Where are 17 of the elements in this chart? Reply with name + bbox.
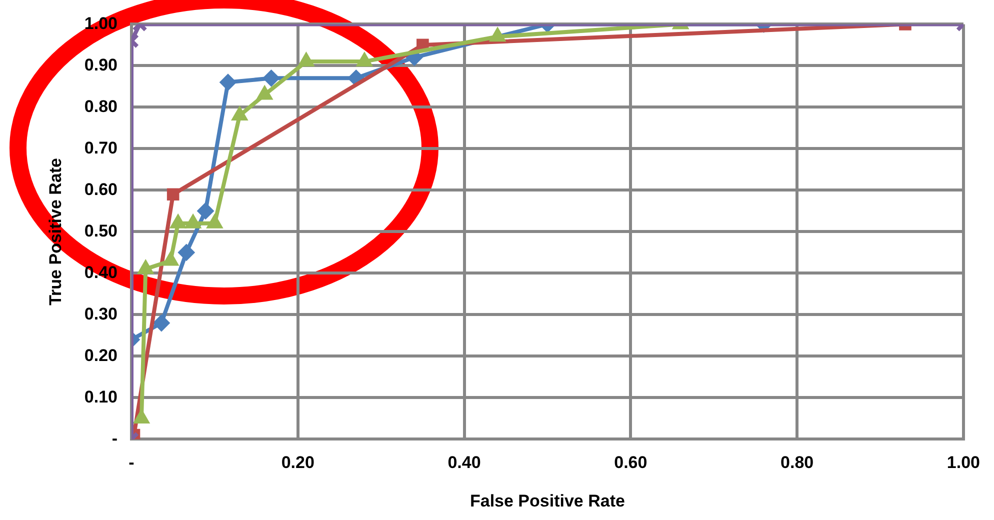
y-tick-label: 0.90 (84, 55, 118, 74)
y-tick-label: 0.60 (84, 180, 118, 199)
y-tick-label: 0.70 (84, 138, 118, 158)
y-tick-label: 0.10 (84, 387, 118, 406)
y-tick-label: 0.80 (84, 96, 118, 116)
x-tick-label: 0.20 (281, 453, 314, 472)
y-tick-label: - (112, 428, 118, 448)
y-tick-label: 0.50 (84, 221, 118, 240)
y-axis-title: True Positive Rate (46, 158, 65, 306)
x-tick-label: 0.80 (780, 453, 814, 472)
x-axis-title: False Positive Rate (470, 491, 625, 510)
x-tick-label: 0.60 (614, 453, 648, 472)
x-tick-label: 0.40 (448, 453, 481, 472)
x-tick-label: - (128, 453, 134, 472)
y-tick-label: 0.30 (84, 304, 118, 324)
y-tick-label: 0.20 (84, 346, 118, 365)
x-tick-label: 1.00 (946, 453, 980, 472)
